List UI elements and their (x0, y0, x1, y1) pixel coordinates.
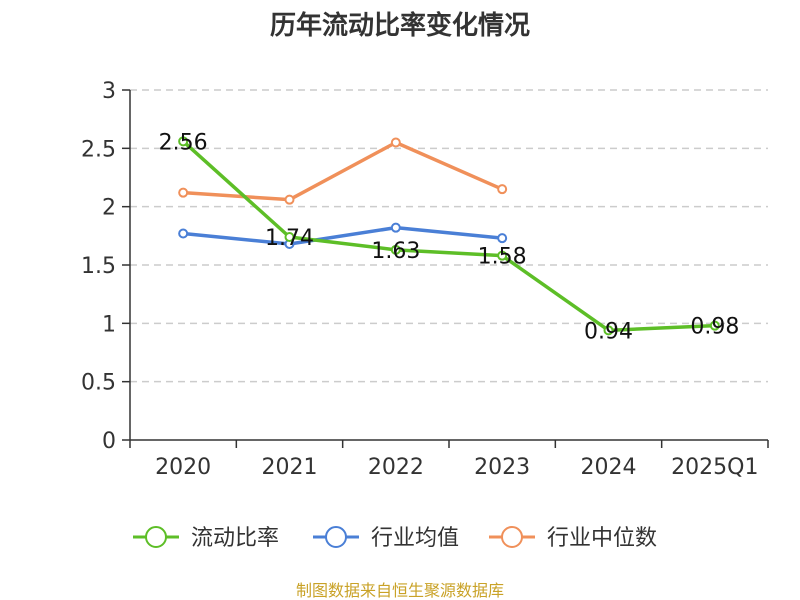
data-label: 1.74 (265, 226, 314, 251)
y-tick-label: 3 (102, 79, 116, 104)
data-label: 0.98 (690, 315, 739, 340)
y-tick-label: 2 (102, 196, 116, 221)
series-lines (178, 136, 720, 336)
data-point[interactable] (178, 136, 189, 147)
data-point[interactable] (603, 325, 614, 336)
legend-marker (325, 526, 347, 548)
x-tick-label: 2025Q1 (671, 455, 758, 480)
data-point[interactable] (390, 222, 401, 233)
legend-marker (501, 526, 523, 548)
x-tick-label: 2021 (262, 455, 318, 480)
data-label: 1.58 (478, 245, 527, 270)
data-point[interactable] (390, 137, 401, 148)
data-point[interactable] (497, 184, 508, 195)
source-note: 制图数据来自恒生聚源数据库 (296, 581, 504, 600)
data-point[interactable] (497, 250, 508, 261)
data-point[interactable] (178, 187, 189, 198)
data-label: 2.56 (159, 130, 208, 155)
axes: 0 0.5 1 1.5 2 2.5 3 2020 2021 2022 2023 2024 2025Q1 (81, 79, 769, 480)
y-tick-label: 1.5 (81, 254, 116, 279)
y-tick-label: 0.5 (81, 371, 116, 396)
legend-item-2[interactable]: 行业中位数 (489, 526, 657, 551)
data-point[interactable] (709, 320, 720, 331)
data-label: 1.63 (371, 239, 420, 264)
legend-label: 流动比率 (191, 526, 279, 551)
series-line-0 (181, 139, 717, 333)
x-tick-label: 2024 (581, 455, 637, 480)
data-point[interactable] (390, 244, 401, 255)
data-label: 0.94 (584, 319, 633, 344)
series-line-2 (181, 140, 504, 202)
legend-label: 行业中位数 (547, 526, 657, 551)
x-tick-label: 2022 (368, 455, 424, 480)
data-point[interactable] (178, 228, 189, 239)
x-tick-label: 2023 (474, 455, 530, 480)
grid-lines (130, 89, 768, 383)
data-point[interactable] (284, 194, 295, 205)
data-point[interactable] (497, 233, 508, 244)
data-point[interactable] (284, 232, 295, 242)
x-tick-label: 2020 (155, 455, 211, 480)
legend-item-0[interactable]: 流动比率 (133, 526, 279, 551)
data-labels: 2.56 1.74 1.63 1.58 0.94 0.98 (159, 130, 740, 344)
y-tick-label: 2.5 (81, 137, 116, 162)
series-line-1 (181, 225, 504, 246)
chart-title: 历年流动比率变化情况 (270, 10, 530, 41)
legend-item-1[interactable]: 行业均值 (313, 526, 459, 551)
legend-label: 行业均值 (371, 526, 459, 551)
y-tick-label: 0 (102, 429, 116, 454)
legend-marker (145, 526, 167, 548)
legend: 流动比率 行业均值 行业中位数 (133, 526, 657, 551)
y-tick-label: 1 (102, 312, 116, 337)
